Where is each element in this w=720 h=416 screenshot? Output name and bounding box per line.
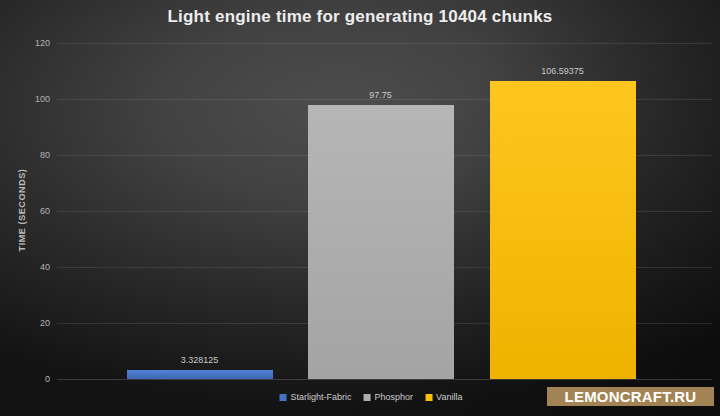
legend-swatch-icon xyxy=(425,394,432,401)
y-tick-label: 0 xyxy=(0,375,50,384)
legend-label: Starlight-Fabric xyxy=(291,393,352,402)
bar-phosphor xyxy=(308,105,454,379)
legend-swatch-icon xyxy=(280,394,287,401)
y-tick-label: 60 xyxy=(0,207,50,216)
chart: Light engine time for generating 10404 c… xyxy=(0,0,720,416)
legend: Starlight-Fabric Phosphor Vanilla xyxy=(280,393,463,402)
watermark: LEMONCRAFT.RU xyxy=(547,387,714,406)
value-label-vanilla: 106.59375 xyxy=(503,66,623,76)
bar-starlight-fabric xyxy=(127,370,273,379)
chart-title: Light engine time for generating 10404 c… xyxy=(0,7,720,27)
y-tick-label: 120 xyxy=(0,39,50,48)
bar-vanilla xyxy=(490,81,636,379)
legend-label: Phosphor xyxy=(375,393,414,402)
legend-item-phosphor: Phosphor xyxy=(364,393,414,402)
y-tick-label: 40 xyxy=(0,263,50,272)
legend-label: Vanilla xyxy=(436,393,462,402)
legend-item-starlight-fabric: Starlight-Fabric xyxy=(280,393,352,402)
y-tick-label: 80 xyxy=(0,151,50,160)
y-tick-label: 20 xyxy=(0,319,50,328)
value-label-starlight-fabric: 3.328125 xyxy=(140,355,260,365)
legend-item-vanilla: Vanilla xyxy=(425,393,462,402)
legend-swatch-icon xyxy=(364,394,371,401)
y-tick-label: 100 xyxy=(0,95,50,104)
gridline-120 xyxy=(57,43,712,44)
value-label-phosphor: 97.75 xyxy=(321,90,441,100)
